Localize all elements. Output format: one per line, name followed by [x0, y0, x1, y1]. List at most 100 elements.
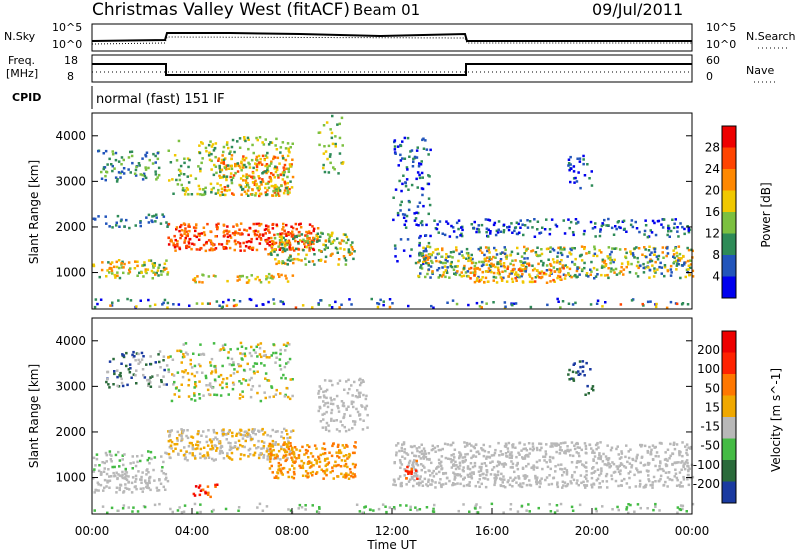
data-cell	[286, 232, 290, 236]
data-cell	[463, 460, 466, 463]
data-cell	[130, 481, 134, 485]
data-cell	[284, 459, 287, 463]
data-cell	[514, 476, 517, 480]
data-cell	[265, 450, 269, 453]
data-cell	[497, 268, 500, 272]
data-cell	[261, 178, 264, 181]
data-cell	[132, 461, 135, 464]
data-cell	[338, 451, 341, 455]
data-cell	[675, 484, 679, 487]
data-cell	[627, 511, 630, 515]
data-cell	[416, 474, 419, 477]
data-cell	[245, 276, 249, 279]
data-cell	[581, 360, 585, 363]
data-cell	[600, 251, 603, 254]
data-cell	[273, 250, 276, 253]
data-cell	[125, 474, 128, 477]
data-cell	[328, 155, 332, 158]
data-cell	[396, 211, 400, 215]
data-cell	[236, 279, 239, 282]
data-cell	[595, 461, 598, 465]
data-cell	[576, 221, 580, 224]
data-cell	[643, 485, 646, 489]
data-cell	[466, 473, 470, 477]
data-cell	[281, 156, 285, 160]
data-cell	[540, 446, 543, 450]
data-cell	[633, 256, 636, 259]
data-cell	[284, 274, 287, 278]
data-cell	[480, 300, 484, 304]
data-cell	[539, 479, 542, 483]
data-cell	[265, 505, 269, 508]
data-cell	[254, 229, 257, 233]
data-cell	[152, 152, 155, 156]
data-cell	[516, 232, 520, 236]
data-cell	[478, 452, 481, 456]
data-cell	[457, 227, 460, 231]
data-cell	[101, 261, 104, 264]
data-cell	[564, 264, 567, 267]
data-cell	[274, 443, 277, 446]
data-cell	[350, 402, 354, 406]
data-cell	[268, 164, 271, 168]
data-cell	[494, 265, 497, 269]
data-cell	[282, 456, 285, 459]
data-cell	[198, 441, 202, 444]
data-cell	[428, 203, 432, 207]
data-cell	[398, 459, 402, 462]
data-cell	[230, 154, 234, 157]
data-cell	[323, 452, 327, 455]
data-cell	[217, 440, 221, 444]
data-cell	[405, 483, 408, 486]
data-cell	[443, 442, 447, 446]
data-cell	[511, 479, 514, 483]
data-cell	[94, 298, 98, 301]
data-cell	[426, 258, 430, 261]
data-cell	[417, 481, 421, 485]
data-cell	[665, 464, 668, 468]
data-cell	[180, 229, 184, 232]
data-cell	[625, 506, 629, 509]
data-cell	[625, 508, 628, 511]
data-cell	[322, 442, 326, 445]
data-cell	[474, 484, 477, 488]
data-cell	[200, 141, 203, 144]
data-cell	[342, 475, 345, 479]
data-cell	[145, 151, 149, 154]
data-cell	[652, 508, 655, 512]
data-cell	[306, 449, 309, 453]
data-cell	[489, 473, 493, 476]
data-cell	[245, 281, 249, 284]
data-cell	[350, 384, 353, 387]
data-cell	[121, 473, 124, 477]
data-cell	[351, 451, 355, 455]
data-cell	[301, 466, 305, 470]
data-cell	[108, 267, 111, 270]
data-cell	[276, 430, 279, 433]
data-cell	[490, 262, 493, 265]
data-cell	[117, 266, 121, 270]
data-cell	[174, 447, 177, 450]
data-cell	[256, 138, 259, 142]
data-cell	[442, 271, 446, 274]
data-cell	[93, 509, 96, 512]
data-cell	[406, 465, 409, 469]
data-cell	[225, 168, 228, 171]
data-cell	[523, 245, 526, 249]
data-cell	[586, 480, 589, 483]
data-cell	[239, 393, 242, 396]
data-cell	[99, 471, 103, 474]
data-cell	[583, 442, 587, 445]
data-cell	[575, 371, 578, 374]
data-cell	[681, 264, 684, 267]
data-cell	[208, 383, 211, 387]
data-cell	[199, 510, 202, 514]
data-cell	[453, 272, 456, 275]
data-cell	[136, 460, 139, 464]
data-cell	[163, 262, 167, 265]
data-cell	[107, 383, 110, 386]
data-cell	[263, 364, 266, 367]
data-cell	[210, 510, 214, 513]
data-cell	[579, 460, 582, 463]
data-cell	[331, 402, 335, 406]
